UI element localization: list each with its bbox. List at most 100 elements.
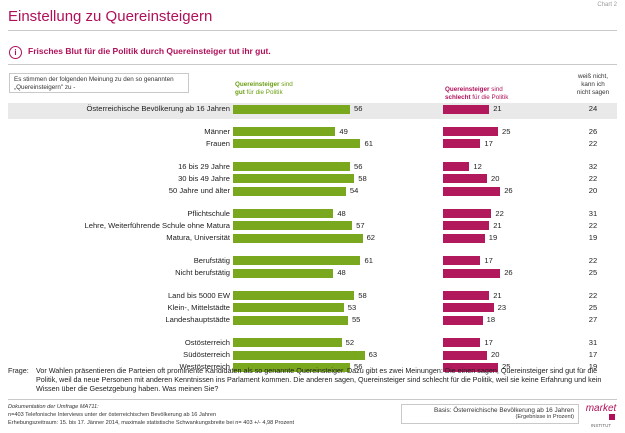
category-label: 30 bis 49 Jahre [178, 173, 230, 183]
col-positive-a: Quereinsteiger [235, 81, 280, 88]
value-label-dontknow: 25 [588, 268, 598, 277]
value-label-negative: 26 [504, 186, 513, 195]
column-header-dontknow: weiß nicht, kann ich nicht sagen [568, 73, 618, 97]
value-label-negative: 18 [486, 315, 496, 325]
category-label: Ostösterreich [184, 337, 230, 347]
question-box: Es stimmen der folgenden Meinung zu den … [9, 73, 189, 93]
value-label-negative: 25 [502, 126, 511, 136]
value-label-dontknow: 22 [588, 173, 598, 183]
chart-number-label: Chart 2 [597, 2, 617, 8]
value-label-dontknow: 27 [588, 315, 598, 325]
col-dontknow-3: nicht sagen [576, 89, 610, 96]
bar-negative [443, 291, 490, 301]
basis-subtext: (Ergebnisse in Prozent) [515, 414, 574, 420]
bar-positive [233, 221, 353, 231]
headline: Frisches Blut für die Politik durch Quer… [28, 46, 271, 56]
bar-positive [233, 174, 355, 184]
value-label-positive: 62 [366, 233, 376, 243]
category-label: Südösterreich [183, 350, 230, 359]
value-label-negative: 23 [497, 302, 507, 312]
question-text: Vor Wahlen präsentieren die Parteien oft… [36, 366, 602, 393]
bar-positive [233, 127, 336, 137]
bar-negative [443, 362, 498, 372]
bar-positive [233, 315, 348, 325]
col-positive-c: gut [235, 89, 245, 96]
value-label-negative: 21 [493, 220, 502, 230]
value-label-negative: 21 [493, 104, 502, 113]
value-label-positive: 56 [354, 104, 363, 113]
col-dontknow-2: kann ich [581, 81, 605, 88]
value-label-dontknow: 24 [588, 104, 598, 113]
value-label-dontknow: 20 [588, 186, 598, 195]
value-label-positive: 58 [358, 290, 367, 300]
value-label-positive: 57 [356, 220, 365, 230]
value-label-dontknow: 22 [588, 255, 598, 265]
value-label-dontknow: 22 [588, 220, 598, 230]
value-label-positive: 53 [347, 302, 357, 312]
category-label: Nicht berufstätig [175, 268, 230, 277]
col-negative-d: für die Politik [470, 94, 509, 101]
bar-positive [233, 338, 342, 348]
value-label-negative: 17 [484, 255, 493, 265]
category-label: Matura, Universität [166, 233, 230, 243]
bar-positive [233, 139, 361, 149]
bar-negative [443, 303, 494, 313]
value-label-dontknow: 17 [588, 350, 598, 359]
documentation-period: Erhebungszeitraum: 15. bis 17. Jänner 20… [8, 420, 295, 426]
title-divider [8, 30, 617, 31]
column-header-positive: Quereinsteiger sind gut für die Politik [235, 81, 293, 97]
bar-positive [233, 209, 334, 219]
bar-positive [233, 104, 351, 114]
bar-negative [443, 127, 498, 137]
bar-negative [443, 162, 470, 172]
value-label-positive: 52 [345, 337, 355, 347]
value-label-positive: 58 [358, 173, 367, 183]
bar-negative [443, 221, 490, 231]
value-label-positive: 54 [349, 186, 359, 195]
bar-negative [443, 209, 492, 219]
value-label-dontknow: 22 [588, 290, 598, 300]
headline-divider [8, 64, 617, 65]
value-label-negative: 25 [502, 362, 511, 372]
bar-negative [443, 268, 501, 278]
col-positive-b: sind [279, 81, 293, 88]
value-label-negative: 12 [473, 161, 482, 171]
value-label-positive: 56 [354, 161, 363, 171]
category-label: Lehre, Weiterführende Schule ohne Matura [84, 220, 231, 230]
value-label-positive: 61 [364, 255, 373, 265]
documentation-sample: n=403 Telefonische Interviews unter der … [8, 412, 217, 418]
bar-negative [443, 256, 481, 266]
bar-positive [233, 186, 346, 196]
value-label-dontknow: 32 [588, 161, 598, 171]
value-label-negative: 20 [491, 350, 500, 359]
bar-positive [233, 303, 344, 313]
category-label: Land bis 5000 EW [167, 290, 230, 300]
bar-positive [233, 362, 351, 372]
col-dontknow-1: weiß nicht, [577, 73, 609, 80]
value-label-dontknow: 22 [588, 138, 598, 148]
bar-negative [443, 186, 501, 196]
category-label: Österreichische Bevölkerung ab 16 Jahren [86, 104, 230, 113]
value-label-negative: 21 [493, 290, 502, 300]
value-label-negative: 17 [484, 337, 493, 347]
bar-positive [233, 233, 363, 243]
category-label: Berufstätig [193, 255, 230, 265]
bar-positive [233, 350, 365, 360]
bar-negative [443, 338, 481, 348]
value-label-dontknow: 31 [588, 337, 598, 347]
bar-negative [443, 174, 487, 184]
value-label-positive: 48 [337, 208, 346, 218]
col-negative-b: sind [489, 86, 503, 93]
bar-positive [233, 291, 355, 301]
col-positive-d: für die Politik [244, 89, 283, 96]
category-label: Westösterreich [179, 362, 230, 372]
bar-negative [443, 315, 483, 325]
logo-text: market [586, 403, 618, 414]
category-label: 16 bis 29 Jahre [178, 161, 230, 171]
logo-subtext: INSTITUT [591, 423, 611, 428]
value-label-negative: 20 [491, 173, 500, 183]
documentation-label: Dokumentation der Umfrage MA711: [8, 404, 99, 410]
bar-positive [233, 256, 361, 266]
category-label: Frauen [205, 138, 230, 148]
value-label-dontknow: 31 [588, 208, 598, 218]
